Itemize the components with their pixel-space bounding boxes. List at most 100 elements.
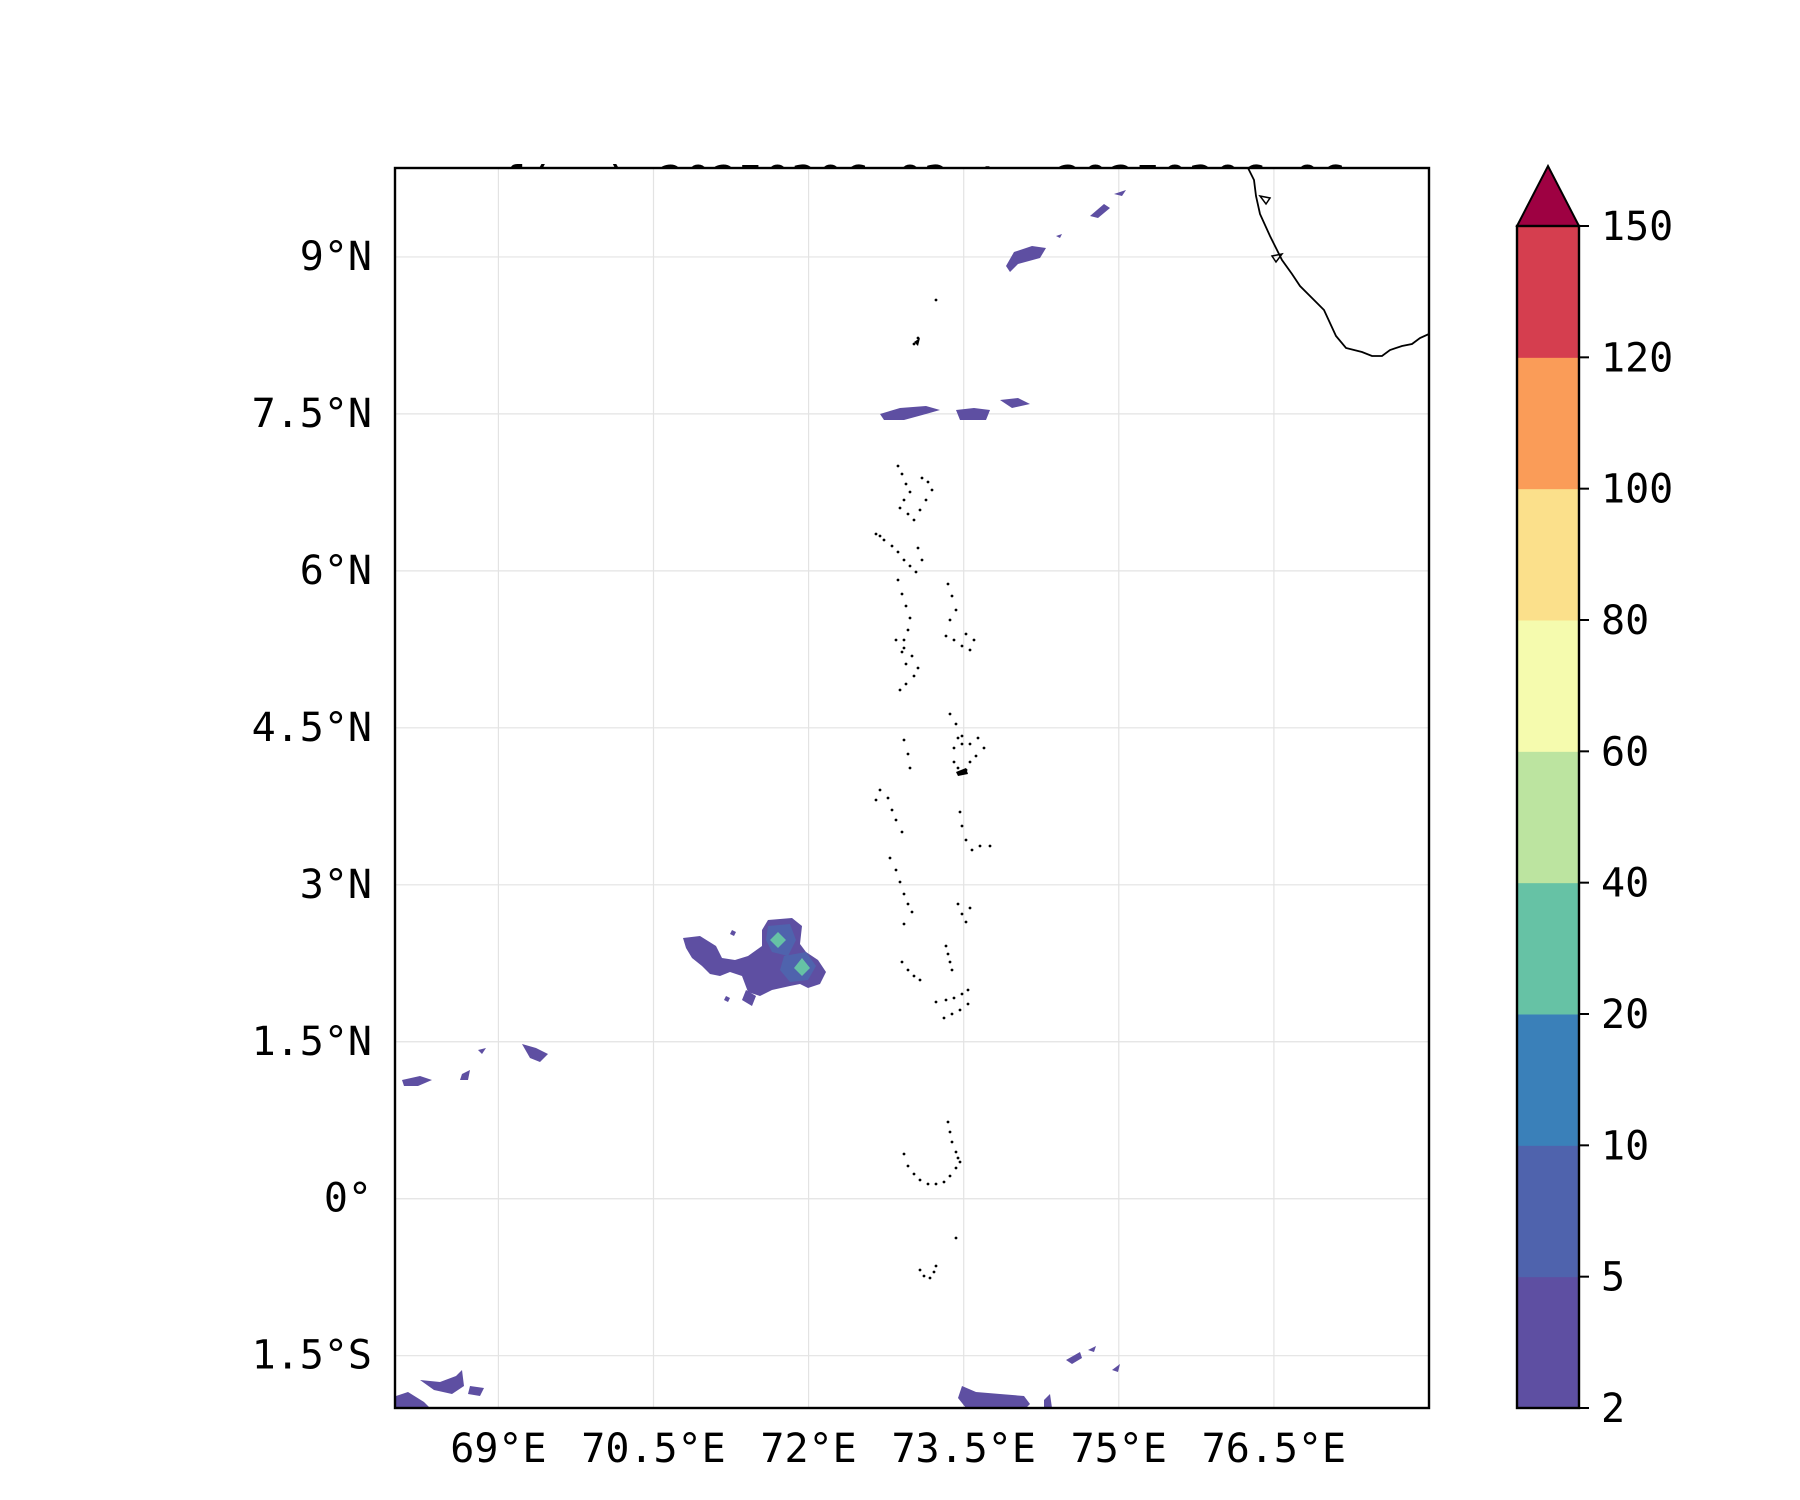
island-dot <box>964 920 968 924</box>
rain-south-east-1 <box>1066 1352 1082 1364</box>
island-dot <box>952 638 956 642</box>
island-dot <box>948 960 952 964</box>
island-dot <box>912 1172 916 1176</box>
island-dot <box>934 1264 938 1268</box>
coastline <box>1247 168 1429 357</box>
island-dot <box>896 578 900 582</box>
island-dot <box>912 974 916 978</box>
island-dot <box>976 736 980 740</box>
island-dot <box>922 1274 926 1278</box>
island-dot <box>946 582 950 586</box>
rain-speck <box>724 996 730 1002</box>
colorbar-tick-label: 2 <box>1601 1386 1625 1432</box>
gridlines <box>395 168 1429 1408</box>
island-dot <box>874 532 878 536</box>
island-dot <box>972 638 976 642</box>
island-dot <box>960 824 964 828</box>
colorbar-tick-label: 150 <box>1601 204 1673 250</box>
island-dot <box>918 1268 922 1272</box>
island-dot <box>916 546 920 550</box>
island-dot <box>956 1156 960 1160</box>
island-dot <box>920 476 924 480</box>
colorbar-tick-label: 5 <box>1601 1255 1625 1301</box>
island-shape <box>956 768 968 776</box>
colorbar-tick-label: 10 <box>1601 1123 1649 1169</box>
island-dot <box>912 342 916 346</box>
colorbar-extend-arrow <box>1515 163 1581 227</box>
lat-tick-label: 1.5°N <box>252 1019 372 1065</box>
lon-tick-label: 72°E <box>760 1426 856 1472</box>
island-dot <box>882 538 886 542</box>
rain-band-north-2 <box>956 408 990 420</box>
island-dot <box>910 654 914 658</box>
colorbar-tick-label: 100 <box>1601 467 1673 513</box>
island-dot <box>894 818 898 822</box>
island-dot <box>900 960 904 964</box>
island-dot <box>952 996 956 1000</box>
rain-west-1 <box>402 1076 432 1086</box>
island-dot <box>982 746 986 750</box>
island-dot <box>898 506 902 510</box>
island-dot <box>958 810 962 814</box>
island-dot <box>952 760 956 764</box>
island-dot <box>902 922 906 926</box>
island-dot <box>950 594 954 598</box>
map-frame <box>393 166 1431 1410</box>
lat-tick-label: 1.5°S <box>252 1333 372 1379</box>
island-dot <box>952 746 956 750</box>
island-dot <box>950 1140 954 1144</box>
colorbar-bin <box>1517 488 1579 621</box>
island-dot <box>934 1182 938 1186</box>
island-dot <box>886 796 890 800</box>
island-dot <box>954 608 958 612</box>
map-panel <box>393 166 1431 1410</box>
coastline-path <box>1247 168 1429 357</box>
lat-tick-label: 6°N <box>300 548 372 594</box>
colorbar-tick-label: 60 <box>1601 729 1649 775</box>
island-dot <box>956 736 960 740</box>
island-dot <box>946 952 950 956</box>
island-dot <box>906 628 910 632</box>
coastline-inlet <box>1270 252 1284 264</box>
island-dot <box>960 992 964 996</box>
island-dot <box>894 868 898 872</box>
island-dot <box>948 1174 952 1178</box>
island-dot <box>978 844 982 848</box>
island-dot <box>878 788 882 792</box>
island-dot <box>900 472 904 476</box>
colorbar-tick-label: 40 <box>1601 861 1649 907</box>
island-dot <box>908 616 912 620</box>
island-dot <box>958 1008 962 1012</box>
colorbar-bin <box>1517 620 1579 752</box>
island-dot <box>958 1160 962 1164</box>
colorbar-bin <box>1517 1276 1579 1409</box>
rain-max-north <box>770 932 786 948</box>
colorbar-frame <box>1515 224 1581 1410</box>
island-dot <box>908 490 912 494</box>
island-dot <box>874 798 878 802</box>
island-dot <box>912 518 916 522</box>
island-dot <box>878 534 882 538</box>
island-dot <box>960 742 964 746</box>
island-dots <box>874 298 992 1280</box>
island-dot <box>946 1120 950 1124</box>
colorbar-tick-label: 80 <box>1601 598 1649 644</box>
island-dot <box>988 844 992 848</box>
island-dot <box>968 760 972 764</box>
island-dot <box>896 550 900 554</box>
island-dot <box>902 892 906 896</box>
island-dot <box>954 1150 958 1154</box>
island-dot <box>926 480 930 484</box>
colorbar-bin <box>1517 1014 1579 1146</box>
island-dot <box>954 1236 958 1240</box>
island-dot <box>960 644 964 648</box>
colorbar-bin <box>1517 1145 1579 1278</box>
rain-band-north-1 <box>880 406 940 420</box>
island-dot <box>944 634 948 638</box>
rain-max-south <box>794 958 810 976</box>
lat-tick-label: 7.5°N <box>252 391 372 437</box>
island-dot <box>904 682 908 686</box>
lat-tick-label: 3°N <box>300 862 372 908</box>
island-dot <box>906 902 910 906</box>
